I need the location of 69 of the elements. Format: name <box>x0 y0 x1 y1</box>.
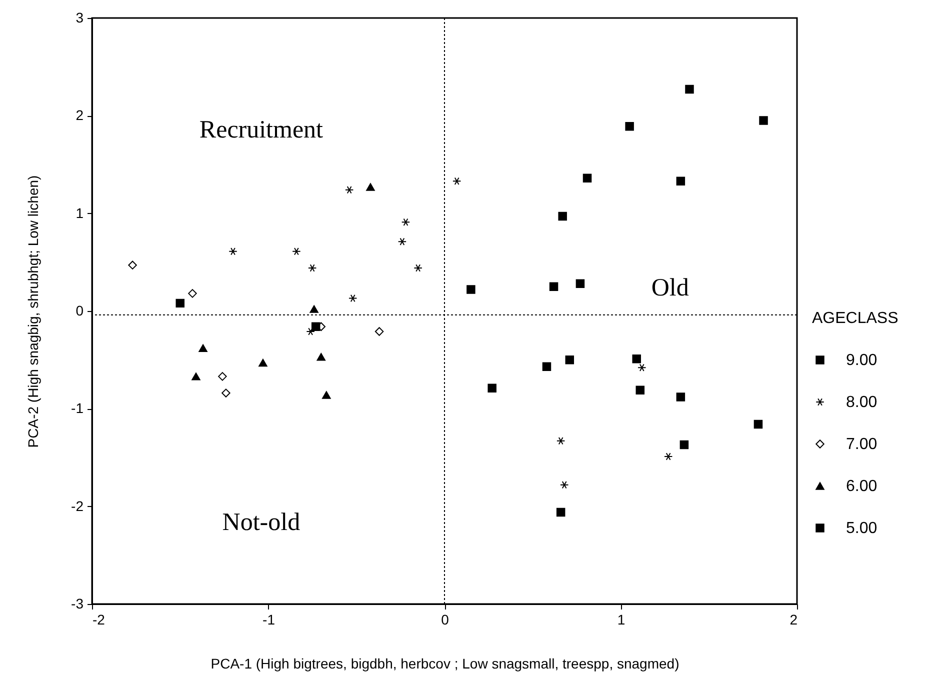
point <box>316 353 326 361</box>
x-tick-label: 0 <box>441 612 450 628</box>
point <box>638 364 646 372</box>
legend-label: 7.00 <box>846 436 878 453</box>
point <box>308 264 317 272</box>
point <box>625 122 634 131</box>
point <box>676 176 686 186</box>
point <box>632 354 641 364</box>
legend-label: 6.00 <box>846 478 878 495</box>
point <box>558 212 567 221</box>
point <box>565 355 574 364</box>
point <box>192 372 200 380</box>
point <box>680 440 689 450</box>
point <box>310 305 318 313</box>
point <box>348 294 358 302</box>
point <box>414 264 422 272</box>
annotation: Recruitment <box>199 116 324 144</box>
y-tick-label: 2 <box>76 107 84 124</box>
x-tick-label: -2 <box>92 612 106 628</box>
point <box>222 388 230 398</box>
point <box>676 392 686 402</box>
point <box>398 238 407 246</box>
point <box>176 298 184 308</box>
point <box>582 174 592 183</box>
x-axis-title: PCA-1 (High bigtrees, bigdbh, herbcov ; Low snagsmall, treespp, snagmed) <box>210 656 680 672</box>
point <box>488 384 496 393</box>
point <box>188 289 197 298</box>
annotation: Not-old <box>222 508 301 536</box>
point <box>466 285 476 294</box>
point <box>218 372 227 381</box>
legend-title: AGECLASS <box>812 310 898 327</box>
point <box>576 279 585 288</box>
point <box>556 437 566 445</box>
point <box>258 358 268 367</box>
point <box>374 327 384 336</box>
legend-label: 9.00 <box>846 352 878 369</box>
point <box>664 452 673 460</box>
y-tick-label: -3 <box>71 596 84 612</box>
point <box>228 248 238 256</box>
point <box>128 260 137 270</box>
y-tick-label: 3 <box>76 10 84 26</box>
point <box>322 391 331 399</box>
point <box>344 186 354 194</box>
point <box>292 248 301 256</box>
point <box>560 480 569 489</box>
point <box>311 322 320 331</box>
x-tick-label: -1 <box>262 612 276 628</box>
x-tick-label: 1 <box>617 612 626 628</box>
point <box>542 362 552 372</box>
legend-label: 8.00 <box>846 394 878 411</box>
point <box>306 328 315 336</box>
y-axis-title: PCA-2 (High snagbig, shrubhgt; Low lichen) <box>25 175 42 448</box>
point <box>754 420 763 429</box>
point <box>549 282 558 291</box>
point <box>452 177 462 185</box>
point <box>685 84 694 94</box>
point <box>198 344 208 352</box>
y-tick-label: 1 <box>76 204 84 221</box>
x-tick-label: 2 <box>790 612 798 628</box>
point <box>636 386 645 394</box>
point <box>401 218 410 226</box>
point <box>759 116 768 125</box>
y-tick-label: -1 <box>71 400 84 416</box>
point <box>366 183 375 191</box>
annotation: Old <box>651 274 690 302</box>
y-tick-label: -2 <box>71 498 84 514</box>
legend-label: 5.00 <box>846 520 878 537</box>
y-tick-label: 0 <box>76 302 84 318</box>
point <box>556 508 566 517</box>
